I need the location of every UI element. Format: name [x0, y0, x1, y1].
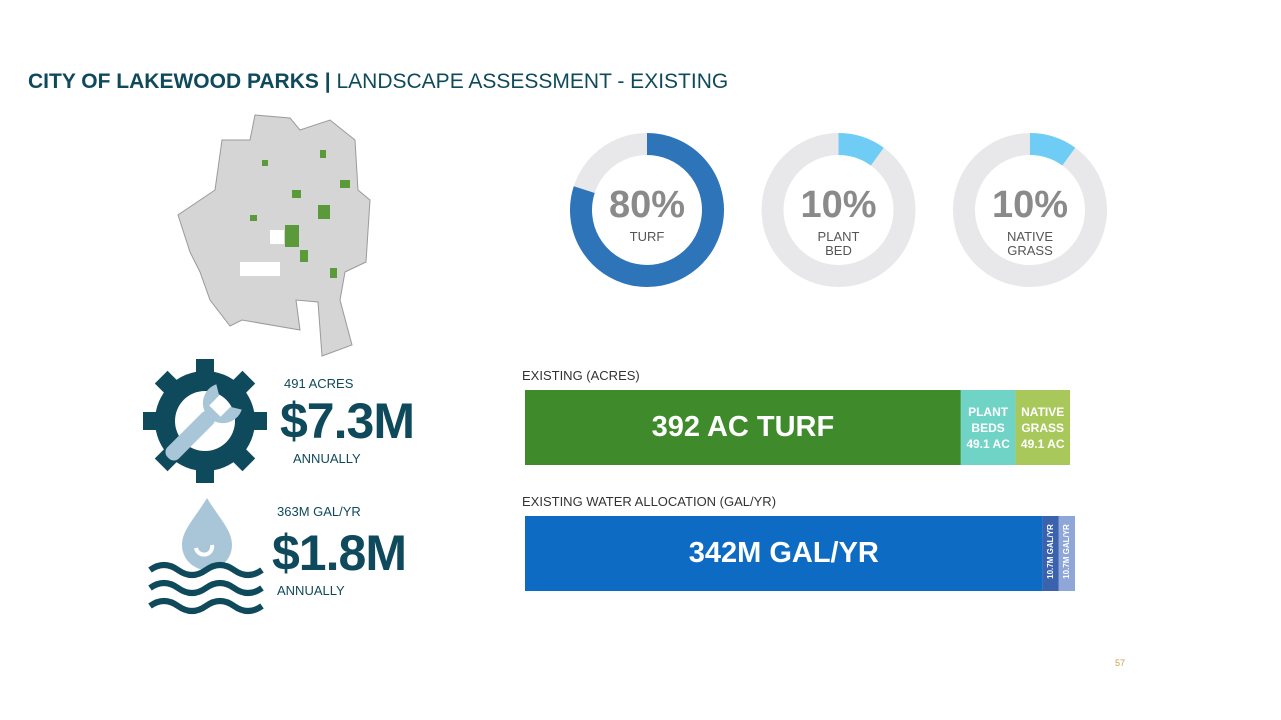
donut-category: PLANT BED	[817, 229, 860, 258]
stat-note: ANNUALLY	[293, 451, 361, 466]
bar-title: EXISTING WATER ALLOCATION (GAL/YR)	[522, 494, 777, 509]
donut-arc	[1029, 133, 1076, 166]
bar-title: EXISTING (ACRES)	[522, 368, 640, 383]
bar-segment	[960, 390, 1016, 465]
gear-icon	[143, 359, 267, 483]
donut-value-label: 10%	[800, 184, 877, 226]
title: CITY OF LAKEWOOD PARKS | LANDSCAPE ASSES…	[28, 70, 728, 94]
water-icon	[148, 498, 264, 614]
title-bold: CITY OF LAKEWOOD PARKS	[28, 70, 319, 93]
bar-segment	[1015, 390, 1070, 465]
donut-category: TURF	[629, 229, 665, 244]
bar-value-label: 10.7M GAL/YR	[1062, 524, 1071, 579]
bar-value-label: 342M GAL/YR	[688, 537, 879, 569]
stat-label: 491 ACRES	[284, 376, 354, 391]
donut-category: NATIVE GRASS	[1007, 229, 1053, 258]
donut-value-label: 80%	[608, 184, 686, 226]
stat-label: 363M GAL/YR	[277, 504, 361, 519]
bar-segment	[525, 390, 961, 465]
title-separator: |	[324, 70, 331, 93]
bar-segment	[525, 516, 1043, 591]
bar-value-label: 392 AC TURF	[651, 411, 835, 443]
city-map	[177, 114, 371, 357]
donut-arc	[570, 133, 724, 287]
stat-value: $7.3M	[280, 393, 415, 449]
stat-note: ANNUALLY	[277, 583, 345, 598]
bar-value-label: PLANT BEDS 49.1 AC	[966, 404, 1010, 451]
bar-segment	[1058, 516, 1075, 591]
donut-value-label: 10%	[991, 184, 1069, 226]
page-number: 57	[1115, 658, 1126, 668]
title-rest: LANDSCAPE ASSESSMENT - EXISTING	[336, 70, 729, 93]
bar-value-label: 10.7M GAL/YR	[1046, 524, 1055, 579]
stat-value: $1.8M	[272, 525, 407, 581]
bar-value-label: NATIVE GRASS 49.1 AC	[1020, 404, 1065, 451]
donut-arc	[838, 133, 884, 166]
bar-segment	[1042, 516, 1059, 591]
